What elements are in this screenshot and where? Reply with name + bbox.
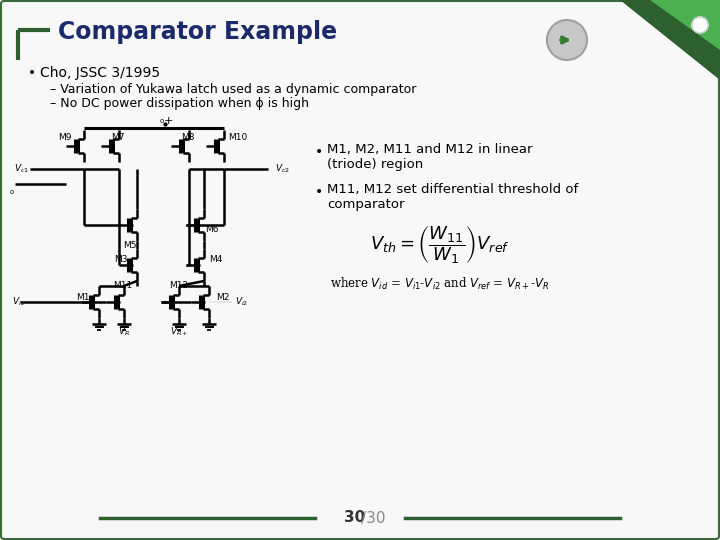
Circle shape [692, 17, 708, 33]
Text: $V_{i2}$: $V_{i2}$ [235, 296, 248, 308]
Text: where $V_{id}$ = $V_{i1}$-$V_{i2}$ and $V_{ref}$ = $V_{R+}$-$V_R$: where $V_{id}$ = $V_{i1}$-$V_{i2}$ and $… [330, 276, 549, 292]
Text: $V_R$: $V_R$ [118, 326, 130, 338]
Text: M11, M12 set differential threshold of
comparator: M11, M12 set differential threshold of c… [327, 183, 578, 211]
Text: /30: /30 [361, 510, 385, 525]
Text: – Variation of Yukawa latch used as a dynamic comparator: – Variation of Yukawa latch used as a dy… [50, 83, 416, 96]
Text: $V_{c2}$: $V_{c2}$ [275, 163, 290, 176]
Polygon shape [650, 0, 720, 50]
Text: M5: M5 [123, 240, 137, 249]
Text: 30: 30 [344, 510, 366, 525]
Text: – No DC power dissipation when ϕ is high: – No DC power dissipation when ϕ is high [50, 97, 309, 110]
Text: M2: M2 [216, 293, 230, 301]
Text: $V_{th} = \left(\dfrac{W_{11}}{W_1}\right)V_{ref}$: $V_{th} = \left(\dfrac{W_{11}}{W_1}\righ… [370, 224, 510, 266]
Text: Comparator Example: Comparator Example [58, 20, 337, 44]
Text: M6: M6 [205, 226, 219, 234]
Text: $V_{c1}$: $V_{c1}$ [14, 163, 29, 176]
Text: $V_{R+}$: $V_{R+}$ [170, 326, 188, 338]
Text: +: + [163, 116, 173, 126]
Text: •: • [315, 145, 323, 159]
Polygon shape [620, 0, 720, 80]
Text: M1: M1 [76, 293, 90, 301]
Text: •: • [28, 66, 36, 80]
Text: M12: M12 [169, 281, 189, 291]
Circle shape [547, 20, 587, 60]
Text: M7: M7 [112, 133, 125, 143]
Text: •: • [315, 185, 323, 199]
Text: M8: M8 [181, 133, 194, 143]
Text: M9: M9 [58, 133, 72, 143]
Text: M3: M3 [114, 255, 127, 265]
Text: M11: M11 [113, 281, 132, 291]
FancyBboxPatch shape [1, 1, 719, 539]
Text: M1, M2, M11 and M12 in linear
(triode) region: M1, M2, M11 and M12 in linear (triode) r… [327, 143, 533, 171]
Text: $V_{i1}$: $V_{i1}$ [12, 296, 25, 308]
Text: o: o [160, 118, 164, 124]
Text: o: o [10, 189, 14, 195]
Text: M4: M4 [210, 255, 222, 265]
Text: M10: M10 [228, 133, 248, 143]
Text: Cho, JSSC 3/1995: Cho, JSSC 3/1995 [40, 66, 160, 80]
